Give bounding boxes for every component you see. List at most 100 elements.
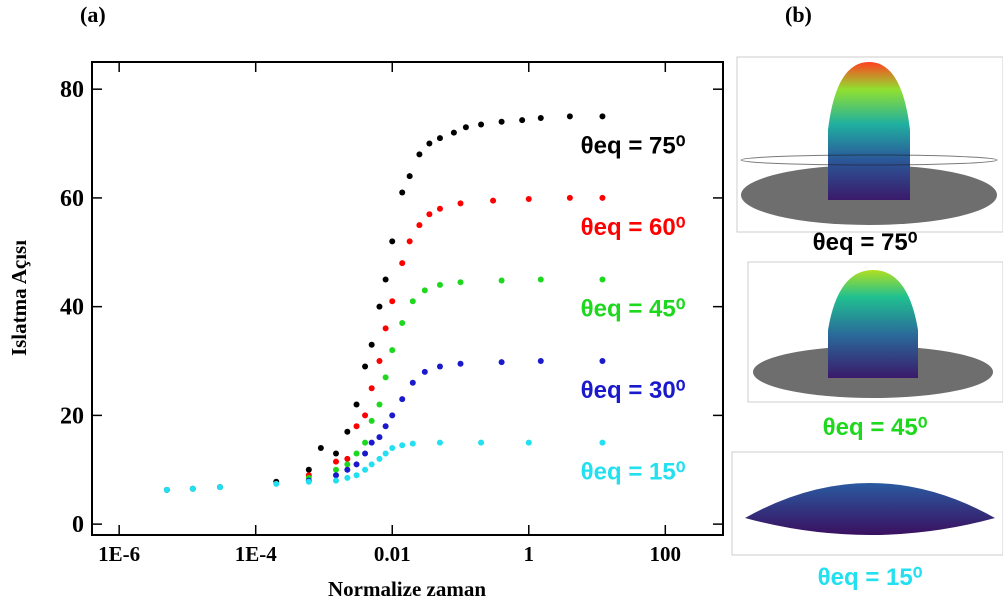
data-point xyxy=(382,423,389,430)
x-tick-label: 1E-6 xyxy=(98,542,140,566)
data-point xyxy=(376,455,383,462)
data-point xyxy=(368,461,375,468)
data-point xyxy=(382,450,389,457)
x-tick-label: 100 xyxy=(650,542,682,566)
data-point xyxy=(317,445,324,452)
data-point xyxy=(376,303,383,310)
data-point xyxy=(353,450,360,457)
data-point xyxy=(305,466,312,473)
panel-label: (a) xyxy=(80,2,106,27)
y-tick-label: 40 xyxy=(60,295,84,321)
data-point xyxy=(399,260,406,267)
data-point xyxy=(332,477,339,484)
data-point xyxy=(344,474,351,481)
data-point xyxy=(566,113,573,120)
data-point xyxy=(599,276,606,283)
series-label: θeq = 45⁰ xyxy=(581,295,686,322)
y-tick-label: 20 xyxy=(60,403,84,429)
data-point xyxy=(273,480,280,487)
data-point xyxy=(217,484,224,491)
data-point xyxy=(426,211,433,218)
data-point xyxy=(362,439,369,446)
data-point xyxy=(421,287,428,294)
droplet-image xyxy=(747,261,1003,403)
data-point xyxy=(332,472,339,479)
data-point xyxy=(362,450,369,457)
data-point xyxy=(353,472,360,479)
data-point xyxy=(436,281,443,288)
data-point xyxy=(537,358,544,365)
data-point xyxy=(376,358,383,365)
data-point xyxy=(389,238,396,245)
x-tick-label: 0.01 xyxy=(374,542,411,566)
data-point xyxy=(353,461,360,468)
data-point xyxy=(189,485,196,492)
panel-label: (b) xyxy=(785,2,812,27)
data-point xyxy=(389,298,396,305)
data-point xyxy=(344,461,351,468)
droplet-caption: θeq = 45⁰ xyxy=(823,414,928,441)
data-point xyxy=(332,450,339,457)
y-tick-label: 0 xyxy=(72,512,84,538)
data-point xyxy=(399,189,406,196)
data-point xyxy=(389,445,396,452)
y-tick-label: 60 xyxy=(60,186,84,212)
data-point xyxy=(498,277,505,284)
data-point xyxy=(416,151,423,158)
data-point xyxy=(344,428,351,435)
data-point xyxy=(362,363,369,370)
droplet-caption: θeq = 75⁰ xyxy=(813,229,918,256)
data-point xyxy=(389,347,396,354)
data-point xyxy=(537,114,544,121)
data-point xyxy=(344,466,351,473)
data-point xyxy=(368,439,375,446)
data-point xyxy=(457,360,464,367)
x-axis-label: Normalize zaman xyxy=(328,577,486,601)
data-point xyxy=(457,200,464,207)
droplet-image xyxy=(731,451,1003,556)
data-point xyxy=(305,478,312,485)
y-axis-label: Islatma Açısı xyxy=(7,240,31,356)
data-point xyxy=(450,129,457,136)
data-point xyxy=(406,238,413,245)
series-label: θeq = 60⁰ xyxy=(581,214,686,241)
droplet-caption: θeq = 15⁰ xyxy=(818,564,923,591)
series-label: θeq = 75⁰ xyxy=(581,132,686,159)
y-tick-label: 80 xyxy=(60,77,84,103)
data-point xyxy=(566,194,573,201)
data-point xyxy=(368,341,375,348)
x-tick-label: 1 xyxy=(524,542,535,566)
data-point xyxy=(478,121,485,128)
data-point xyxy=(498,359,505,366)
data-point xyxy=(362,466,369,473)
data-point xyxy=(519,117,526,124)
data-point xyxy=(409,379,416,386)
data-point xyxy=(421,368,428,375)
data-point xyxy=(376,401,383,408)
data-point xyxy=(399,319,406,326)
data-point xyxy=(498,118,505,125)
data-point xyxy=(332,466,339,473)
data-point xyxy=(525,196,532,203)
data-point xyxy=(406,173,413,180)
data-point xyxy=(436,439,443,446)
plot-frame xyxy=(91,61,724,536)
data-point xyxy=(399,442,406,449)
data-point xyxy=(462,124,469,131)
data-point xyxy=(409,298,416,305)
data-point xyxy=(332,458,339,465)
data-point xyxy=(163,486,170,493)
droplet-image xyxy=(736,56,1003,233)
data-point xyxy=(599,113,606,120)
data-point xyxy=(436,205,443,212)
data-point xyxy=(368,417,375,424)
data-point xyxy=(599,439,606,446)
data-point xyxy=(376,434,383,441)
data-point xyxy=(478,439,485,446)
data-point xyxy=(389,412,396,419)
data-point xyxy=(368,385,375,392)
data-point xyxy=(409,440,416,447)
data-point xyxy=(382,276,389,283)
data-point xyxy=(416,222,423,229)
